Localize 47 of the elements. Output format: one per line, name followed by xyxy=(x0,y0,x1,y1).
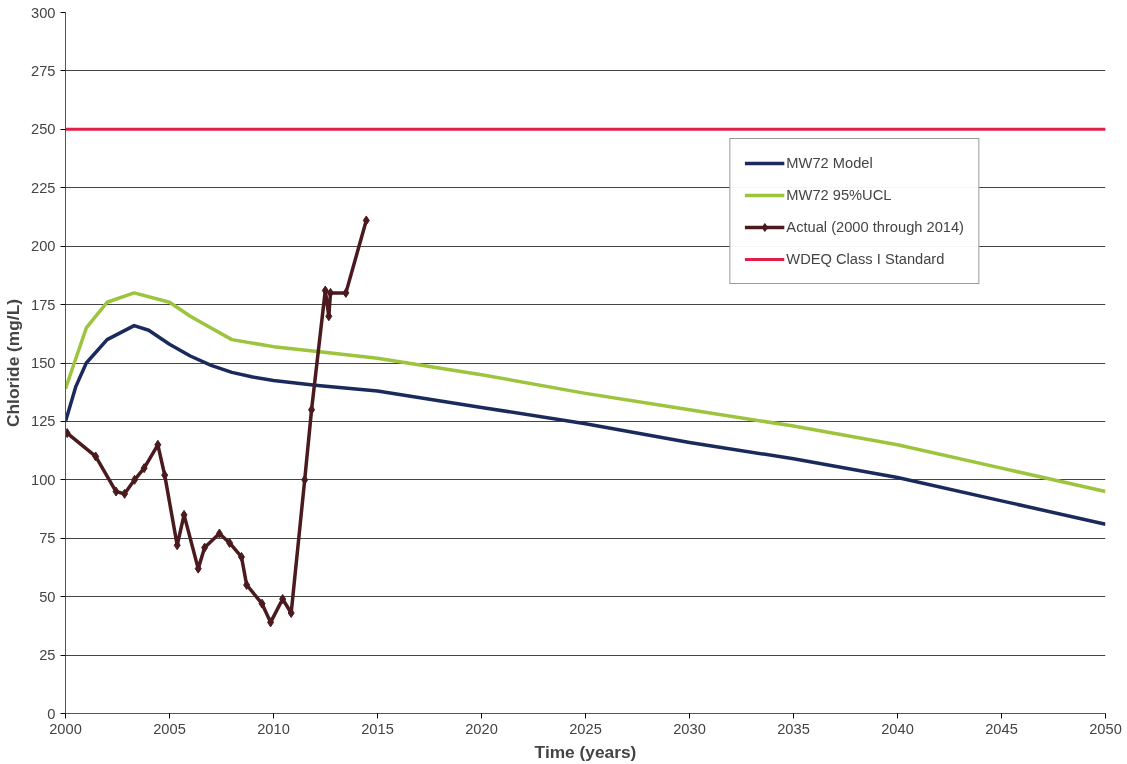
y-axis-title: Chloride (mg/L) xyxy=(3,298,24,428)
x-tick-label: 2025 xyxy=(569,720,602,737)
legend-label: MW72 Model xyxy=(786,155,873,171)
point xyxy=(237,551,245,562)
y-tick-label: 75 xyxy=(39,530,56,547)
x-tick-label: 2030 xyxy=(673,720,706,737)
point xyxy=(362,215,370,226)
point xyxy=(258,598,266,609)
line-series xyxy=(65,323,1106,526)
point xyxy=(243,579,251,590)
point xyxy=(267,617,275,628)
y-tick-label: 100 xyxy=(31,471,56,488)
y-tick-label: 225 xyxy=(31,179,56,196)
y-tick-label: 25 xyxy=(39,647,56,664)
y-tick-label: 0 xyxy=(47,705,56,722)
point xyxy=(140,463,148,474)
x-tick-label: 2000 xyxy=(49,720,82,737)
x-tick-label: 2040 xyxy=(881,720,914,737)
y-tick-label: 300 xyxy=(31,4,56,21)
point xyxy=(342,287,350,298)
line-series xyxy=(65,291,1106,494)
legend-label: WDEQ Class I Standard xyxy=(786,251,945,267)
x-tick-label: 2005 xyxy=(153,720,186,737)
legend-label: Actual (2000 through 2014) xyxy=(786,219,964,235)
point xyxy=(201,542,209,553)
x-tick-label: 2015 xyxy=(361,720,394,737)
y-tick-label: 150 xyxy=(31,355,56,371)
point xyxy=(279,594,287,604)
point xyxy=(92,451,100,462)
legend-label: MW72 95%UCL xyxy=(786,187,892,203)
x-tick-label: 2020 xyxy=(465,720,498,737)
point xyxy=(131,474,139,485)
y-tick-label: 50 xyxy=(39,588,56,605)
y-tick-label: 125 xyxy=(31,413,56,430)
y-tick-label: 275 xyxy=(31,62,56,79)
y-tick-label: 175 xyxy=(31,296,56,313)
y-tick-label: 200 xyxy=(31,238,56,255)
x-tick-label: 2050 xyxy=(1089,720,1122,737)
point xyxy=(226,537,234,548)
x-tick-label: 2010 xyxy=(257,720,290,737)
x-axis-title: Time (years) xyxy=(534,741,637,762)
y-tick-label: 250 xyxy=(31,121,56,138)
x-tick-label: 2035 xyxy=(777,720,810,737)
point xyxy=(215,528,223,539)
point xyxy=(121,488,129,499)
point xyxy=(112,486,120,497)
x-tick-label: 2045 xyxy=(985,720,1018,737)
